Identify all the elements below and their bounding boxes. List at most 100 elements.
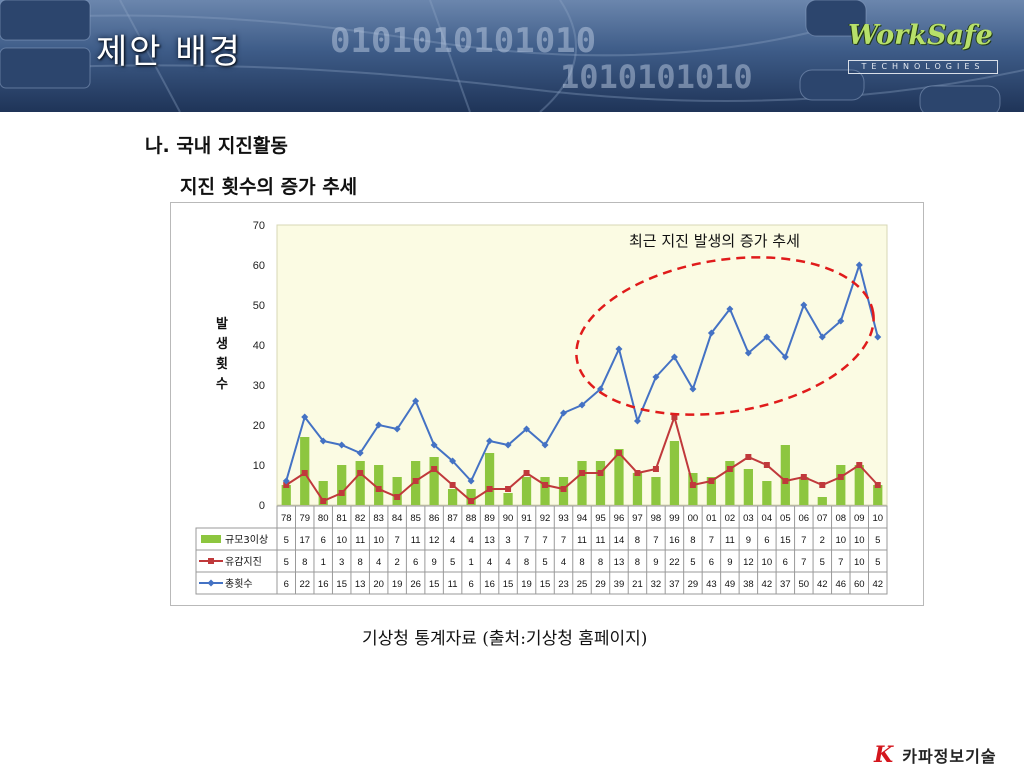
data-cell: 37 bbox=[669, 579, 680, 590]
bar-scale3 bbox=[484, 453, 495, 505]
bar-scale3 bbox=[355, 461, 365, 505]
x-tick-label: 86 bbox=[429, 513, 440, 524]
svg-text:1010101010: 1010101010 bbox=[560, 58, 753, 96]
data-cell: 1 bbox=[468, 557, 473, 568]
data-cell: 8 bbox=[598, 557, 603, 568]
data-cell: 15 bbox=[336, 579, 347, 590]
data-cell: 4 bbox=[450, 535, 455, 546]
bar-scale3 bbox=[817, 497, 827, 505]
data-cell: 5 bbox=[690, 557, 695, 568]
data-cell: 9 bbox=[746, 535, 751, 546]
point-total bbox=[449, 457, 457, 465]
data-cell: 6 bbox=[783, 557, 788, 568]
data-cell: 42 bbox=[762, 579, 773, 590]
data-cell: 8 bbox=[579, 557, 584, 568]
x-tick-label: 80 bbox=[318, 513, 329, 524]
data-cell: 7 bbox=[395, 535, 400, 546]
data-cell: 5 bbox=[820, 557, 825, 568]
x-tick-label: 89 bbox=[484, 513, 495, 524]
bar-scale3 bbox=[688, 473, 698, 505]
data-cell: 5 bbox=[450, 557, 455, 568]
bar-scale3 bbox=[632, 473, 643, 505]
x-tick-label: 84 bbox=[392, 513, 403, 524]
data-cell: 4 bbox=[376, 557, 381, 568]
data-cell: 15 bbox=[429, 579, 440, 590]
data-cell: 6 bbox=[321, 535, 326, 546]
x-tick-label: 08 bbox=[835, 513, 846, 524]
data-cell: 43 bbox=[706, 579, 717, 590]
footer-company-name: 카파정보기술 bbox=[902, 747, 997, 766]
y-axis-label: 횟 bbox=[216, 356, 228, 372]
bar-scale3 bbox=[429, 457, 439, 505]
x-tick-label: 04 bbox=[762, 513, 773, 524]
point-felt bbox=[283, 482, 290, 488]
data-cell: 7 bbox=[709, 535, 714, 546]
bar-scale3 bbox=[595, 461, 606, 505]
x-tick-label: 99 bbox=[669, 513, 680, 524]
data-cell: 7 bbox=[653, 535, 658, 546]
footer-company-logo: K 카파정보기술 bbox=[874, 742, 997, 768]
bar-scale3 bbox=[614, 449, 624, 505]
data-cell: 7 bbox=[801, 557, 806, 568]
point-total bbox=[652, 373, 660, 381]
header-banner: 0101010101010 1010101010 제안 배경 WorkSafe … bbox=[0, 0, 1024, 112]
logo-subtitle: TECHNOLOGIES bbox=[848, 60, 998, 74]
chart-annotation: 최근 지진 발생의 증가 추세 bbox=[629, 232, 800, 250]
data-cell: 10 bbox=[762, 557, 773, 568]
point-felt bbox=[689, 482, 696, 488]
point-felt bbox=[615, 450, 622, 456]
point-felt bbox=[431, 466, 438, 472]
y-tick-label: 70 bbox=[253, 220, 265, 232]
point-total bbox=[633, 417, 641, 425]
data-cell: 6 bbox=[709, 557, 714, 568]
x-tick-label: 93 bbox=[558, 513, 569, 524]
worksafe-logo: WorkSafe TECHNOLOGIES bbox=[842, 16, 1002, 76]
x-tick-label: 79 bbox=[299, 513, 310, 524]
data-cell: 29 bbox=[595, 579, 606, 590]
point-felt bbox=[468, 498, 475, 504]
x-tick-label: 00 bbox=[688, 513, 699, 524]
data-cell: 39 bbox=[614, 579, 625, 590]
y-tick-label: 60 bbox=[253, 260, 265, 272]
bar-scale3 bbox=[725, 461, 735, 505]
data-cell: 8 bbox=[690, 535, 695, 546]
data-cell: 25 bbox=[577, 579, 588, 590]
data-cell: 8 bbox=[302, 557, 307, 568]
x-tick-label: 05 bbox=[780, 513, 791, 524]
data-cell: 7 bbox=[561, 535, 566, 546]
data-cell: 12 bbox=[429, 535, 440, 546]
point-total bbox=[523, 425, 531, 433]
point-felt bbox=[819, 482, 826, 488]
point-total bbox=[874, 333, 882, 341]
point-felt bbox=[708, 478, 715, 484]
point-total bbox=[430, 441, 438, 449]
data-cell: 19 bbox=[521, 579, 532, 590]
point-total bbox=[338, 441, 346, 449]
data-cell: 9 bbox=[431, 557, 436, 568]
bar-scale3 bbox=[706, 477, 717, 505]
data-cell: 42 bbox=[872, 579, 883, 590]
x-tick-label: 88 bbox=[466, 513, 477, 524]
data-cell: 8 bbox=[635, 535, 640, 546]
bar-scale3 bbox=[466, 489, 476, 505]
point-total bbox=[412, 397, 420, 405]
x-tick-label: 82 bbox=[355, 513, 366, 524]
data-cell: 12 bbox=[743, 557, 754, 568]
point-total bbox=[541, 441, 549, 449]
data-cell: 9 bbox=[653, 557, 658, 568]
point-total bbox=[800, 301, 808, 309]
bar-scale3 bbox=[780, 445, 790, 505]
source-note: 기상청 통계자료 (출처:기상청 홈페이지) bbox=[362, 629, 648, 649]
point-felt bbox=[597, 470, 604, 476]
x-tick-label: 96 bbox=[614, 513, 625, 524]
data-cell: 13 bbox=[614, 557, 625, 568]
data-cell: 32 bbox=[651, 579, 662, 590]
point-felt bbox=[652, 466, 659, 472]
point-felt bbox=[301, 470, 308, 476]
data-cell: 3 bbox=[339, 557, 344, 568]
point-felt bbox=[671, 414, 678, 420]
bar-scale3 bbox=[577, 461, 587, 505]
data-cell: 14 bbox=[614, 535, 625, 546]
legend-marker-total bbox=[207, 579, 215, 587]
x-tick-label: 92 bbox=[540, 513, 551, 524]
